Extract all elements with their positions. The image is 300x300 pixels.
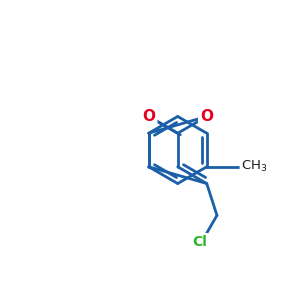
Text: O: O bbox=[200, 109, 213, 124]
Text: Cl: Cl bbox=[192, 235, 207, 249]
Text: CH$_3$: CH$_3$ bbox=[241, 159, 267, 174]
Text: O: O bbox=[142, 109, 155, 124]
